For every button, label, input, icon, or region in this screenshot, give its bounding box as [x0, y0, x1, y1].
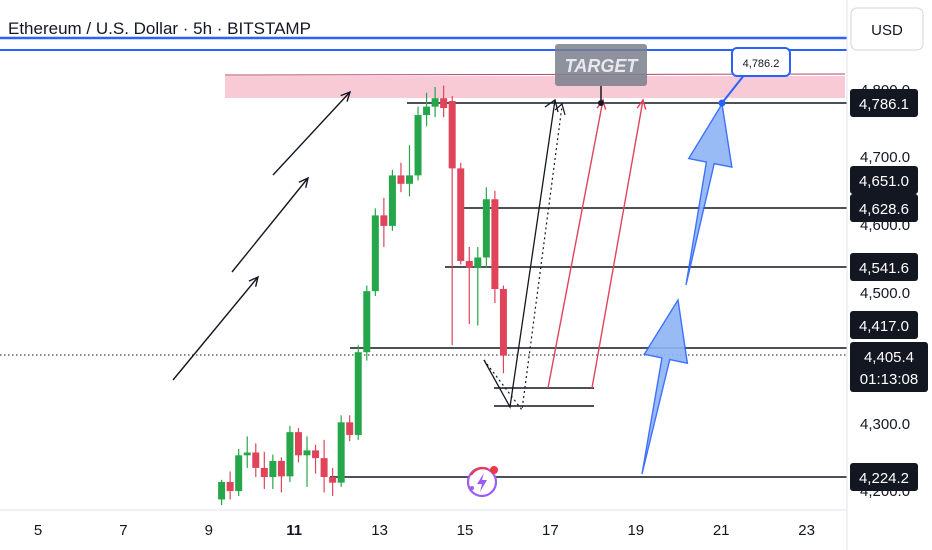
price-level-labels: 4,786.1 4,651.0 4,628.6 4,541.6 4,417.0 4,224…: [850, 89, 928, 491]
price-level-label: 4,224.2: [859, 470, 909, 487]
candle-body: [414, 115, 422, 176]
time-tick: 11: [286, 522, 302, 539]
time-tick: 7: [119, 522, 127, 539]
chart-title: Ethereum / U.S. Dollar · 5h · BITSTAMP: [8, 19, 311, 38]
candle-body: [337, 422, 345, 483]
target-zone: TARGET: [224, 44, 846, 99]
countdown-label: 01:13:08: [860, 371, 918, 388]
candle-body: [303, 450, 311, 456]
callout-pointer: [721, 73, 746, 104]
red-projection-arrow: [547, 99, 604, 389]
price-level-badge: [850, 253, 918, 281]
target-label-box: [555, 44, 647, 86]
price-level-label: 4,541.6: [859, 260, 909, 277]
price-tick: 4,300.0: [860, 416, 910, 433]
trend-arrow: [231, 177, 309, 273]
projection-arrows: [641, 99, 733, 475]
trend-arrow: [272, 91, 351, 176]
time-tick: 19: [627, 522, 644, 539]
candle-body: [465, 260, 473, 268]
candle-body: [440, 98, 448, 109]
time-tick: 17: [542, 522, 559, 539]
projection-path: [483, 99, 556, 410]
candle-body: [252, 452, 260, 468]
candle-body: [499, 289, 507, 356]
currency-label: USD: [871, 22, 903, 39]
target-label: TARGET: [565, 56, 640, 76]
trend-arrow-head: [298, 176, 310, 188]
candle-body: [226, 481, 234, 492]
currency-button[interactable]: [850, 7, 924, 51]
projection-dotted: [483, 105, 563, 412]
candle-body: [243, 452, 251, 456]
time-axis: 5 7 9 11 13 15 17 19 21 23: [34, 522, 815, 539]
top-bands: [0, 36, 847, 51]
candle-body: [474, 257, 482, 268]
candle-body: [491, 199, 499, 290]
red-projection-arrow-head: [636, 98, 647, 110]
target-marker-dot: [598, 100, 604, 106]
red-projection-arrow-head: [596, 98, 607, 110]
trend-drawings: [172, 86, 647, 412]
candle-body: [269, 460, 277, 478]
candle-body: [405, 175, 413, 184]
candle-body: [260, 467, 268, 478]
current-price-badge: [850, 342, 928, 392]
price-level-badge: [850, 89, 918, 117]
time-tick: 5: [34, 522, 42, 539]
price-level-badge: [850, 194, 918, 222]
price-level-label: 4,651.0: [859, 173, 909, 190]
candle-body: [363, 291, 371, 353]
callout-box: [731, 47, 791, 77]
price-level-label: 4,417.0: [859, 318, 909, 335]
price-tick: 4,700.0: [860, 149, 910, 166]
candle-body: [354, 352, 362, 435]
projection-dotted-head: [554, 102, 566, 116]
price-tick: 4,500.0: [860, 285, 910, 302]
trend-arrow: [172, 276, 259, 381]
price-level-label: 4,786.1: [859, 96, 909, 113]
candle-body: [448, 101, 456, 169]
candle-body: [431, 98, 439, 107]
time-tick: 9: [205, 522, 213, 539]
callout-value: 4,786.2: [743, 58, 780, 70]
candle-body: [277, 460, 285, 477]
trend-arrow-head: [248, 275, 260, 287]
blue-arrow: [641, 298, 689, 475]
candle-body: [346, 422, 354, 435]
candle-body: [286, 432, 294, 477]
candle-body: [294, 432, 302, 456]
time-tick: 15: [457, 522, 474, 539]
candle-body: [320, 458, 328, 478]
candle-body: [388, 175, 396, 226]
price-level-badge: [850, 311, 918, 339]
time-tick: 13: [371, 522, 388, 539]
candle-body: [371, 215, 379, 292]
price-level-lines: [0, 102, 847, 478]
trend-arrow-head: [340, 90, 352, 102]
lightning-logo-icon: [466, 466, 498, 498]
current-price-label: 4,405.4: [864, 349, 914, 366]
candles: [218, 85, 507, 506]
candle-body: [218, 481, 226, 500]
candle-body: [235, 455, 243, 492]
price-level-label: 4,628.6: [859, 201, 909, 218]
time-tick: 21: [713, 522, 730, 539]
price-level-badge: [850, 166, 918, 194]
candle-body: [482, 199, 490, 258]
target-zone-rect: [225, 76, 845, 99]
candle-body: [329, 477, 337, 483]
candle-body: [457, 168, 465, 261]
candle-body: [397, 175, 405, 184]
candle-body: [423, 106, 431, 116]
price-level-badge: [850, 463, 918, 491]
candle-body: [380, 215, 388, 226]
red-projection-arrow: [591, 99, 644, 389]
candle-body: [312, 450, 320, 459]
time-tick: 23: [798, 522, 815, 539]
target-callout: 4,786.2: [721, 47, 791, 104]
